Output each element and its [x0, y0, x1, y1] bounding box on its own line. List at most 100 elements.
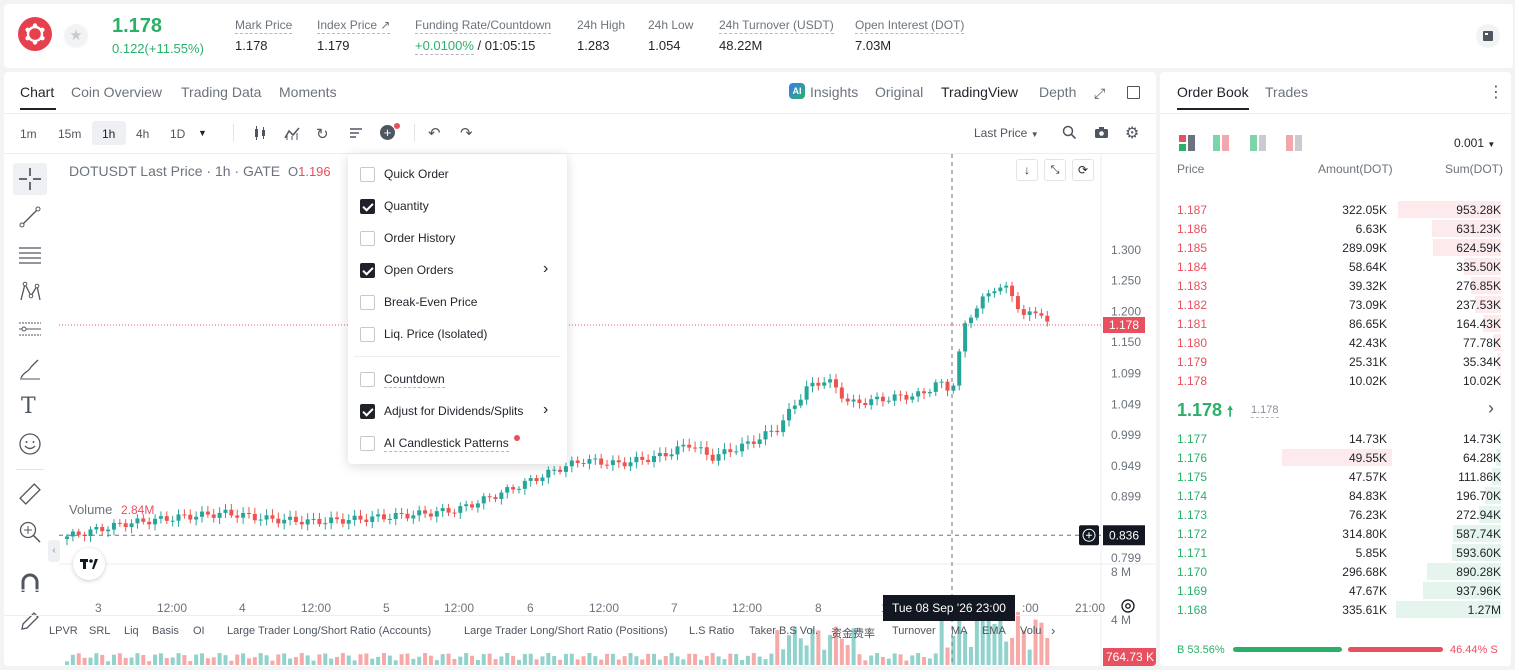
timeframe-4h[interactable]: 4h — [136, 127, 150, 141]
menu-item-liq-price[interactable]: Liq. Price (Isolated) — [360, 324, 555, 344]
tab-moments[interactable]: Moments — [279, 84, 337, 100]
tab-tradingview[interactable]: TradingView — [941, 84, 1019, 100]
indicator-turnover[interactable]: Turnover — [892, 625, 936, 637]
favorite-star-icon[interactable]: ★ — [64, 24, 88, 48]
timeframe-dropdown-icon[interactable]: ▼ — [198, 128, 207, 138]
timeframe-1h[interactable]: 1h — [102, 127, 116, 141]
layout-bids-icon[interactable] — [1250, 135, 1267, 157]
collapse-toolbar-icon[interactable]: ‹ — [48, 540, 60, 562]
bid-row[interactable]: 1.172 314.80K 587.74K — [1160, 524, 1511, 543]
layout-both-icon[interactable] — [1179, 135, 1196, 157]
menu-item-break-even-price[interactable]: Break-Even Price — [360, 292, 555, 312]
layout-split-icon[interactable] — [1213, 135, 1230, 157]
indicator-volume[interactable]: Volu — [1020, 625, 1042, 637]
menu-item-ai-patterns[interactable]: AI Candlestick Patterns — [360, 433, 555, 453]
pattern-tool[interactable] — [18, 280, 42, 309]
timeframe-1d[interactable]: 1D — [170, 127, 186, 141]
indicator-ma[interactable]: MA — [951, 625, 968, 637]
chevron-right-icon[interactable]: › — [1488, 398, 1494, 418]
trend-line-tool[interactable] — [18, 205, 42, 234]
checkbox-checked[interactable] — [360, 404, 375, 419]
timeframe-1m[interactable]: 1m — [20, 127, 37, 141]
menu-item-adjust-dividends[interactable]: Adjust for Dividends/Splits › — [360, 401, 555, 421]
indicator-oi[interactable]: OI — [193, 625, 205, 637]
tab-original[interactable]: Original — [875, 84, 924, 100]
search-icon[interactable] — [1062, 125, 1077, 145]
timeframe-15m[interactable]: 15m — [58, 127, 82, 141]
indicator-ls-ratio[interactable]: L.S Ratio — [689, 625, 735, 637]
bid-row[interactable]: 1.173 76.23K 272.94K — [1160, 505, 1511, 524]
camera-icon[interactable] — [1094, 125, 1109, 145]
indicators-icon[interactable] — [284, 125, 300, 146]
menu-item-countdown[interactable]: Countdown — [360, 369, 555, 389]
indicator-taker-vol[interactable]: Taker B.S Vol. — [749, 625, 819, 637]
scroll-right-icon[interactable]: › — [1051, 623, 1056, 638]
indicator-ema[interactable]: EMA — [982, 625, 1006, 637]
scroll-down-icon[interactable]: ↓ — [1016, 159, 1038, 181]
zoom-in-tool[interactable] — [18, 520, 42, 549]
indicator-large-trader-positions[interactable]: Large Trader Long/Short Ratio (Positions… — [464, 625, 668, 637]
mark-price-small[interactable]: 1.178 — [1251, 404, 1279, 418]
redo-icon[interactable]: ↷ — [460, 125, 473, 142]
candlestick-chart[interactable]: 1.300 1.250 1.200 1.150 1.099 1.049 0.999 0.949… — [59, 154, 1156, 666]
ask-row[interactable]: 1.184 58.64K 335.50K — [1160, 257, 1511, 276]
ask-row[interactable]: 1.179 25.31K 35.34K — [1160, 352, 1511, 371]
tab-insights[interactable]: Insights — [810, 84, 859, 100]
menu-item-order-history[interactable]: Order History — [360, 228, 555, 248]
ask-row[interactable]: 1.182 73.09K 237.53K — [1160, 295, 1511, 314]
layout-asks-icon[interactable] — [1286, 135, 1303, 157]
bid-row[interactable]: 1.177 14.73K 14.73K — [1160, 429, 1511, 448]
indicator-basis[interactable]: Basis — [152, 625, 179, 637]
book-icon[interactable] — [1476, 24, 1500, 48]
fib-tool[interactable] — [18, 318, 42, 347]
bid-row[interactable]: 1.175 47.57K 111.86K — [1160, 467, 1511, 486]
bid-row[interactable]: 1.168 335.61K 1.27M — [1160, 600, 1511, 619]
tab-chart[interactable]: Chart — [20, 84, 55, 100]
tab-order-book[interactable]: Order Book — [1177, 84, 1249, 100]
index-price-label[interactable]: Index Price ↗ — [317, 18, 391, 34]
menu-item-quantity[interactable]: Quantity — [360, 196, 555, 216]
tab-trading-data[interactable]: Trading Data — [181, 84, 262, 100]
indicator-funding-rate[interactable]: 资金费率 — [831, 628, 875, 640]
add-overlay-icon[interactable]: + — [380, 125, 395, 140]
tab-coin-overview[interactable]: Coin Overview — [71, 84, 163, 100]
bid-row[interactable]: 1.176 49.55K 64.28K — [1160, 448, 1511, 467]
brush-tool[interactable] — [18, 357, 42, 386]
precision-select[interactable]: 0.001 ▼ — [1454, 136, 1496, 150]
checkbox[interactable] — [360, 436, 375, 451]
checkbox[interactable] — [360, 372, 375, 387]
ask-row[interactable]: 1.185 289.09K 624.59K — [1160, 238, 1511, 257]
replay-icon[interactable]: ↻ — [316, 126, 329, 143]
ask-row[interactable]: 1.186 6.63K 631.23K — [1160, 219, 1511, 238]
bid-row[interactable]: 1.174 84.83K 196.70K — [1160, 486, 1511, 505]
ask-row[interactable]: 1.180 42.43K 77.78K — [1160, 333, 1511, 352]
refresh-icon[interactable]: ⟳ — [1072, 159, 1094, 181]
tab-trades[interactable]: Trades — [1265, 84, 1309, 100]
magnet-tool[interactable] — [18, 571, 42, 600]
edit-pencil-tool[interactable] — [18, 609, 42, 638]
indicator-srl[interactable]: SRL — [89, 625, 111, 637]
price-type-select[interactable]: Last Price ▼ — [974, 126, 1039, 140]
checkbox-checked[interactable] — [360, 199, 375, 214]
ask-row[interactable]: 1.178 10.02K 10.02K — [1160, 371, 1511, 390]
bid-row[interactable]: 1.170 296.68K 890.28K — [1160, 562, 1511, 581]
menu-item-open-orders[interactable]: Open Orders › — [360, 260, 555, 280]
gear-icon[interactable]: ⚙ — [1125, 125, 1140, 142]
settings-list-icon[interactable] — [348, 125, 364, 146]
axis-settings-icon[interactable] — [1120, 598, 1136, 619]
checkbox[interactable] — [360, 167, 375, 182]
candle-type-icon[interactable] — [252, 125, 268, 146]
ask-row[interactable]: 1.181 86.65K 164.43K — [1160, 314, 1511, 333]
indicator-lpvr[interactable]: LPVR — [49, 625, 78, 637]
horizontal-lines-tool[interactable] — [18, 243, 42, 272]
more-vertical-icon[interactable]: ⋮ — [1488, 84, 1504, 101]
collapse-icon[interactable]: ⤡ — [1044, 159, 1066, 181]
checkbox-checked[interactable] — [360, 263, 375, 278]
expand-icon[interactable]: ⤢ — [1094, 85, 1106, 101]
indicator-liq[interactable]: Liq — [124, 625, 139, 637]
ask-row[interactable]: 1.183 39.32K 276.85K — [1160, 276, 1511, 295]
checkbox[interactable] — [360, 231, 375, 246]
undo-icon[interactable]: ↶ — [428, 125, 441, 142]
bid-row[interactable]: 1.169 47.67K 937.96K — [1160, 581, 1511, 600]
ask-row[interactable]: 1.187 322.05K 953.28K — [1160, 200, 1511, 219]
